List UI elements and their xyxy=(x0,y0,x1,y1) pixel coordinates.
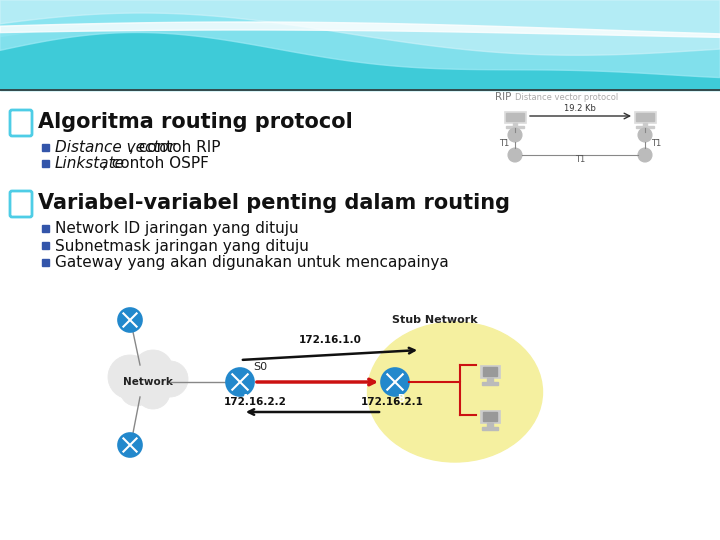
Circle shape xyxy=(118,308,142,332)
Text: , contoh RIP: , contoh RIP xyxy=(129,140,220,156)
Bar xyxy=(643,123,647,126)
Text: Algoritma routing protocol: Algoritma routing protocol xyxy=(38,112,353,132)
Text: T1: T1 xyxy=(499,138,509,147)
Polygon shape xyxy=(0,0,720,37)
Bar xyxy=(487,378,493,382)
Bar xyxy=(506,113,524,121)
Text: RIP: RIP xyxy=(495,92,511,102)
Text: A: A xyxy=(242,394,250,404)
Polygon shape xyxy=(0,0,720,78)
Circle shape xyxy=(508,148,522,162)
Ellipse shape xyxy=(367,322,542,462)
Text: Linkstate: Linkstate xyxy=(55,157,125,172)
Text: Stub Network: Stub Network xyxy=(392,315,478,325)
Bar xyxy=(636,126,654,128)
Bar xyxy=(483,413,497,421)
Circle shape xyxy=(136,375,170,409)
Bar xyxy=(504,111,526,123)
Circle shape xyxy=(108,355,152,399)
Polygon shape xyxy=(0,0,720,55)
Bar xyxy=(42,225,49,232)
Bar xyxy=(487,423,493,427)
Bar xyxy=(42,144,49,151)
Circle shape xyxy=(226,368,254,396)
FancyBboxPatch shape xyxy=(10,191,32,217)
Circle shape xyxy=(638,128,652,142)
Circle shape xyxy=(638,148,652,162)
Text: Network: Network xyxy=(123,377,173,387)
Text: Subnetmask jaringan yang dituju: Subnetmask jaringan yang dituju xyxy=(55,239,309,253)
Text: , contoh OSPF: , contoh OSPF xyxy=(102,157,209,172)
Bar xyxy=(506,126,524,128)
Text: 172.16.2.2: 172.16.2.2 xyxy=(224,397,287,407)
Bar xyxy=(42,242,49,249)
Text: 172.16.2.1: 172.16.2.1 xyxy=(361,397,423,407)
Circle shape xyxy=(381,368,409,396)
Circle shape xyxy=(120,374,152,406)
Bar xyxy=(480,410,500,423)
Bar xyxy=(482,382,498,385)
Circle shape xyxy=(133,350,173,390)
Bar xyxy=(513,123,517,126)
FancyBboxPatch shape xyxy=(10,110,32,136)
Bar xyxy=(482,427,498,430)
Text: T1: T1 xyxy=(651,138,661,147)
Text: B: B xyxy=(397,394,405,404)
Text: Distance vector: Distance vector xyxy=(55,140,175,156)
Text: Variabel-variabel penting dalam routing: Variabel-variabel penting dalam routing xyxy=(38,193,510,213)
Bar xyxy=(0,0,720,90)
Text: 19.2 Kb: 19.2 Kb xyxy=(564,104,596,113)
Text: T1: T1 xyxy=(575,154,585,164)
Text: Gateway yang akan digunakan untuk mencapainya: Gateway yang akan digunakan untuk mencap… xyxy=(55,255,449,271)
Bar xyxy=(480,366,500,378)
Text: Network ID jaringan yang dituju: Network ID jaringan yang dituju xyxy=(55,221,299,237)
Bar xyxy=(483,367,497,376)
Text: 172.16.1.0: 172.16.1.0 xyxy=(299,335,361,345)
Circle shape xyxy=(508,128,522,142)
Bar xyxy=(636,113,654,121)
Text: S0: S0 xyxy=(253,362,267,372)
Bar xyxy=(42,160,49,167)
Circle shape xyxy=(118,433,142,457)
Bar xyxy=(42,259,49,266)
Polygon shape xyxy=(0,22,720,37)
Bar xyxy=(634,111,656,123)
Circle shape xyxy=(152,361,188,397)
Text: Distance vector protocol: Distance vector protocol xyxy=(515,92,618,102)
